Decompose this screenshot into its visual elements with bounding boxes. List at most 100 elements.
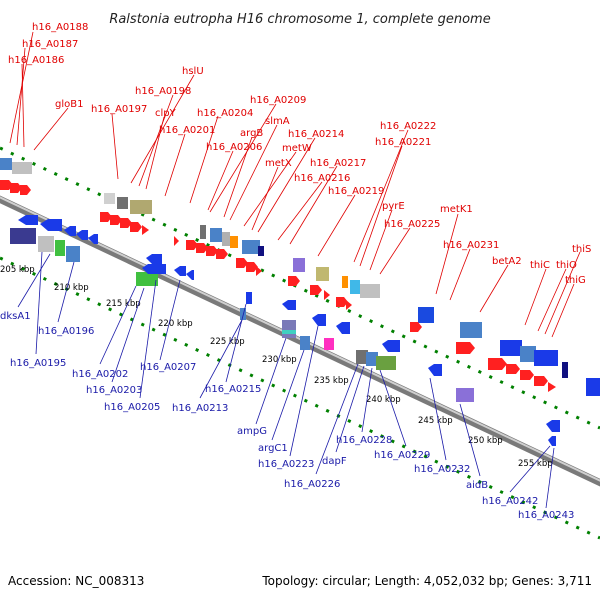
gene-label: h16_A0223 [258,459,314,470]
ruler-line-upper [0,146,600,430]
gene-block-forward [242,240,260,254]
gene-arrow-reverse [186,270,194,280]
gene-label: clpY [155,108,177,119]
gene-arrow-forward [246,262,258,272]
gene-block-reverse [282,320,296,338]
tick-labels: 205 kbp 210 kbp 215 kbp 220 kbp 225 kbp … [0,265,553,469]
gene-block-forward [360,284,380,298]
gene-arrow-reverse [146,254,162,264]
gene-arrow-forward [196,243,208,253]
gene-label: h16_A0216 [294,173,350,184]
gene-label: h16_A0225 [384,219,440,230]
gene-label: dapF [322,456,347,467]
gene-block-reverse [282,330,296,334]
gene-label: h16_A0214 [288,129,344,140]
gene-arrow-forward [506,364,520,374]
tick-label: 210 kbp [54,283,89,293]
gene-label: ampG [237,426,267,437]
gene-label: h16_A0197 [91,104,147,115]
gene-block-reverse [136,272,158,286]
gene-label: h16_A0209 [250,95,306,106]
gene-block-forward [418,307,434,323]
gene-label: argC1 [258,443,288,454]
tick-label: 220 kbp [158,319,193,329]
gene-label: h16_A0206 [206,142,262,153]
gene-block-reverse [10,228,36,244]
gene-block-forward [342,276,348,288]
gene-label: h16_A0195 [10,358,66,369]
gene-arrow-forward [206,246,218,256]
gene-arrow-forward [548,382,556,392]
gene-label: thiG [565,275,586,286]
reverse-gene-labels: dksA1 h16_A0196 h16_A0195 h16_A0202 h16_… [0,251,574,521]
gene-block-forward [117,197,128,209]
gene-label: h16_A0201 [159,125,215,136]
gene-label: h16_A0215 [205,384,261,395]
gene-label: metK1 [440,204,473,215]
tick-label: 245 kbp [418,416,453,426]
gene-label: h16_A0219 [328,186,384,197]
gene-block-forward [293,258,305,272]
gene-label: h16_A0203 [86,385,142,396]
gene-label: h16_A0221 [375,137,431,148]
gene-block-forward [350,280,360,294]
gene-block-reverse [376,356,396,370]
tick-label: 240 kbp [366,395,401,405]
gene-block-forward [200,225,206,239]
gene-arrow-reverse [76,230,88,240]
gene-arrow-reverse [64,226,76,236]
gene-label: gloB1 [55,99,83,110]
gene-block-reverse [366,352,378,366]
tick-label: 250 kbp [468,436,503,446]
tick-label: 225 kbp [210,337,245,347]
gene-arrow-reverse [142,264,166,274]
gene-label: h16_A0229 [374,450,430,461]
gene-label: slmA [265,116,290,127]
gene-block-reverse [38,236,54,252]
gene-label: thiC [530,260,550,271]
accession-text: Accession: NC_008313 [8,574,145,588]
gene-block-forward [562,362,568,378]
gene-arrow-reverse [18,215,38,225]
gene-arrow-forward [520,370,534,380]
gene-arrow-reverse [382,340,400,352]
tick-label: 215 kbp [106,299,141,309]
gene-block-reverse [66,246,80,262]
forward-gene-labels: h16_A0188 h16_A0187 h16_A0186 gloB1 h16_… [8,22,591,338]
gene-label: argB [240,128,263,139]
gene-block-reverse [324,338,334,350]
gene-arrow-forward [10,183,22,193]
tick-label: 205 kbp [0,265,35,275]
gene-label: thiS [572,244,591,255]
gene-label: metW [282,143,312,154]
gene-label: pyrE [382,201,405,212]
gene-label: h16_A0213 [172,403,228,414]
gene-label: h16_A0205 [104,402,160,413]
gene-label: h16_A0207 [140,362,196,373]
gene-arrow-forward [456,342,475,354]
gene-label: dksA1 [0,311,31,322]
gene-block-reverse [456,388,474,402]
gene-block-forward [230,236,238,248]
gene-arrow-forward [534,376,548,386]
gene-label: h16_A0186 [8,55,64,66]
gene-block-reverse [300,336,310,350]
gene-block-reverse [240,308,246,320]
gene-label: h16_A0243 [518,510,574,521]
gene-arrow-forward [256,266,262,276]
gene-arrow-forward [186,240,198,250]
gene-label: h16_A0204 [197,108,253,119]
gene-arrow-reverse [174,266,186,276]
gene-block-forward [104,193,115,204]
gene-block-forward [222,232,230,246]
tick-label: 235 kbp [314,376,349,386]
ruler-line-lower [0,256,600,540]
gene-label: h16_A0226 [284,479,340,490]
tick-label: 230 kbp [262,355,297,365]
gene-arrow-forward [410,322,422,332]
gene-block-forward [500,340,522,356]
gene-arrow-forward [346,300,352,310]
gene-block-forward [210,228,222,242]
gene-label: h16_A0228 [336,435,392,446]
